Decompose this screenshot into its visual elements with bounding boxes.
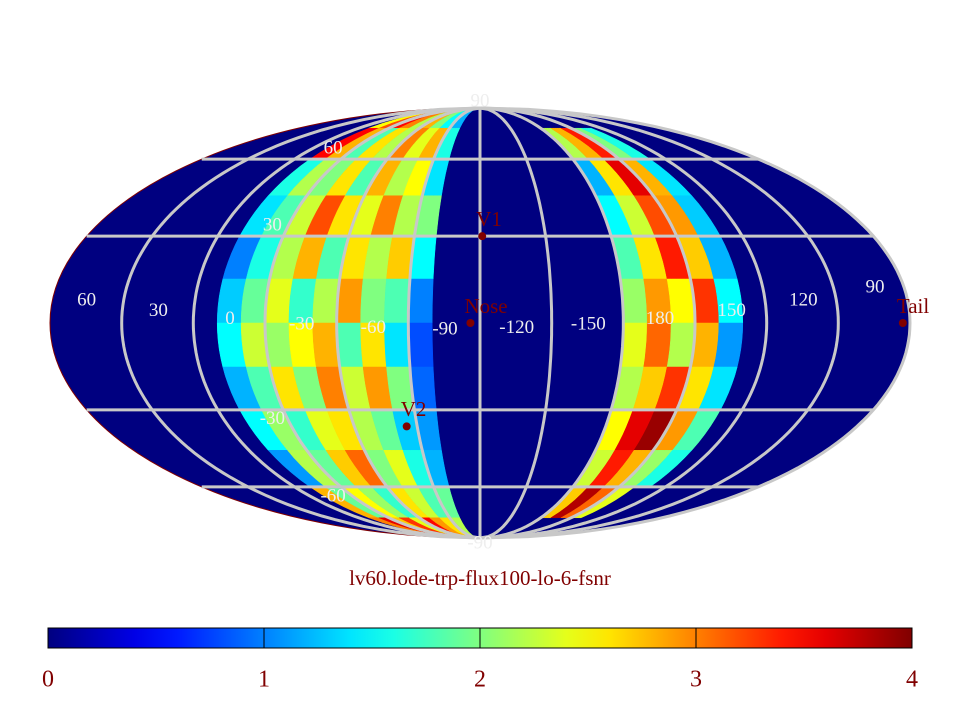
lat-tick-label: 30 — [263, 215, 282, 236]
data-cell — [336, 278, 364, 324]
marker-label: Tail — [897, 294, 930, 318]
marker-dot — [478, 232, 487, 241]
data-cell — [643, 322, 672, 368]
colorbar-tick-label: 1 — [258, 667, 270, 693]
data-cell — [336, 322, 364, 368]
meridian-line — [479, 106, 912, 540]
lat-tick-label: 90 — [471, 90, 490, 111]
colorbar-tick-label: 3 — [690, 667, 702, 693]
lon-tick-label: 60 — [77, 289, 96, 310]
marker-dot — [466, 319, 475, 327]
data-cell — [384, 278, 411, 324]
marker-label: V1 — [476, 207, 502, 231]
colorbar-tick-label: 0 — [42, 667, 54, 693]
map-title: lv60.lode-trp-flux100-lo-6-fsnr — [349, 566, 611, 590]
lat-tick-label: 60 — [324, 137, 343, 158]
lon-tick-label: 120 — [789, 289, 818, 310]
lon-tick-label: 150 — [717, 300, 746, 321]
lat-tick-label: -60 — [320, 485, 345, 506]
lon-tick-label: -30 — [289, 314, 314, 335]
lon-tick-label: -60 — [361, 317, 386, 338]
colorbar-tick-label: 4 — [906, 667, 918, 693]
marker-label: Nose — [464, 294, 507, 318]
lon-tick-label: 30 — [149, 300, 168, 321]
marker-label: V2 — [401, 397, 427, 421]
data-cell — [408, 322, 434, 368]
lon-tick-label: -150 — [571, 314, 606, 335]
lon-tick-label: -90 — [432, 318, 457, 339]
lat-tick-label: -90 — [467, 532, 492, 553]
marker-dot — [402, 422, 411, 431]
lon-tick-label: 180 — [646, 308, 675, 329]
marker-dot — [898, 319, 907, 327]
lon-tick-label: 90 — [866, 277, 885, 298]
lat-tick-label: -30 — [260, 408, 285, 429]
lon-tick-label: -120 — [499, 317, 534, 338]
data-cell — [384, 322, 411, 368]
data-cell — [408, 278, 434, 324]
lon-tick-label: 0 — [225, 308, 235, 329]
colorbar-tick-label: 2 — [474, 667, 486, 693]
